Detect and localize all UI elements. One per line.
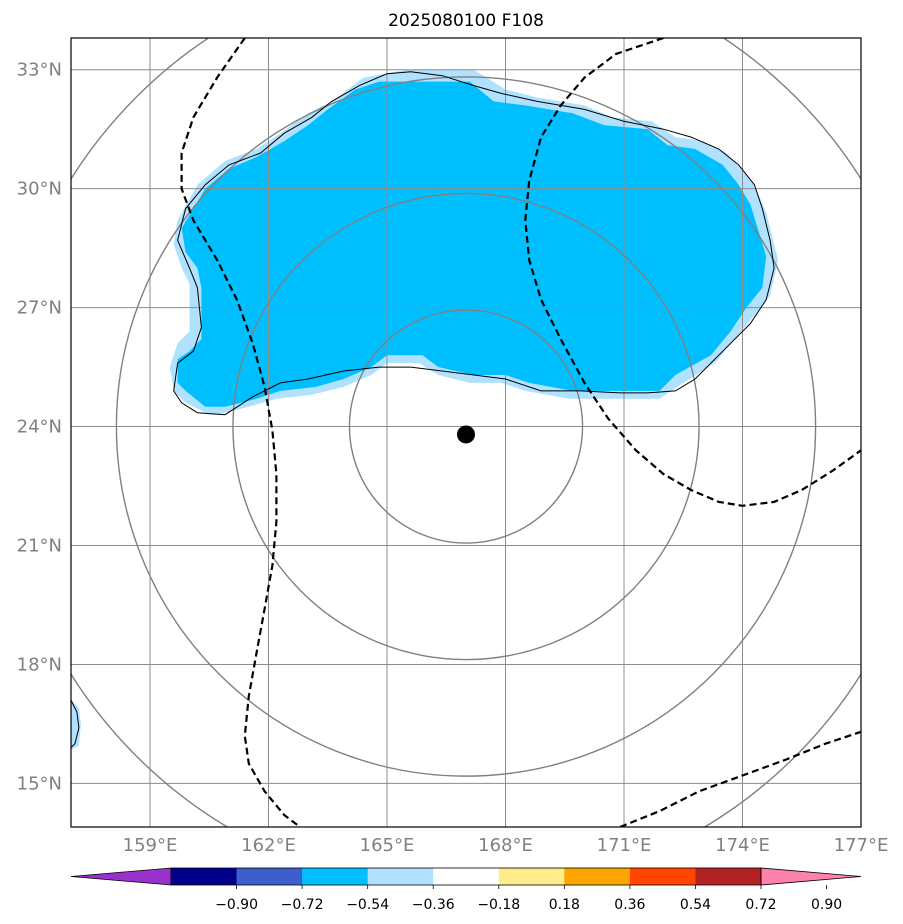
range-ring xyxy=(348,309,584,544)
colorbar-tick-label: 0.36 xyxy=(614,897,645,913)
colorbar-segment xyxy=(564,868,631,885)
colorbar-tick-label: 0.18 xyxy=(549,897,580,913)
solid-contour xyxy=(173,71,775,416)
colorbar-segment xyxy=(367,868,434,885)
lat-tick-label: 21°N xyxy=(17,535,62,556)
lon-tick-label: 171°E xyxy=(597,835,652,856)
marker-layer xyxy=(457,425,475,444)
range-ring xyxy=(232,192,700,661)
colorbar-tick-label: 0.54 xyxy=(680,897,711,913)
lat-tick-label: 15°N xyxy=(17,773,62,794)
colorbar-tick-label: −0.72 xyxy=(281,897,324,913)
range-ring-layer xyxy=(71,38,861,827)
colorbar-segment xyxy=(433,868,500,885)
lon-tick-label: 174°E xyxy=(715,835,770,856)
colorbar-tick-label: −0.54 xyxy=(346,897,389,913)
contour-layer xyxy=(71,38,861,827)
lat-tick-label: 24°N xyxy=(17,417,62,438)
colorbar-extend-high xyxy=(760,867,862,886)
lat-tick-label: 18°N xyxy=(17,654,62,675)
range-ring xyxy=(115,76,817,777)
shaded-region xyxy=(177,81,767,407)
colorbar-segment xyxy=(302,868,369,885)
colorbar-segment xyxy=(236,868,303,885)
lon-tick-label: 168°E xyxy=(478,835,533,856)
lat-tick-labels: 15°N 18°N 21°N 24°N 27°N 30°N 33°N xyxy=(17,60,62,795)
dashed-contour xyxy=(180,38,301,827)
lat-tick-label: 27°N xyxy=(17,298,62,319)
colorbar-tick-label: −0.36 xyxy=(412,897,455,913)
lat-tick-label: 33°N xyxy=(17,60,62,81)
map-frame xyxy=(70,37,862,828)
colorbar-segment xyxy=(629,868,696,885)
lat-tick-label: 30°N xyxy=(17,179,62,200)
colorbar-extend-low xyxy=(70,867,172,886)
lon-tick-label: 162°E xyxy=(241,835,296,856)
colorbar-segment xyxy=(498,868,565,885)
lon-tick-label: 159°E xyxy=(123,835,178,856)
colorbar-tick-label: 0.90 xyxy=(811,897,842,913)
shaded-region xyxy=(71,700,81,750)
dashed-contour xyxy=(619,730,861,827)
colorbar-segment xyxy=(695,868,762,885)
colorbar-outline xyxy=(170,867,762,886)
dashed-contour xyxy=(524,38,861,507)
colorbar-tick-label: −0.18 xyxy=(477,897,520,913)
center-marker xyxy=(457,425,475,444)
shaded-field-layer xyxy=(71,69,779,750)
lon-tick-labels: 159°E 162°E 165°E 168°E 171°E 174°E 177°E xyxy=(123,835,889,856)
colorbar-segment xyxy=(171,868,238,885)
colorbar-tick-label: −0.90 xyxy=(215,897,258,913)
colorbar-tick-label: 0.72 xyxy=(745,897,776,913)
colorbar: −0.90 −0.72 −0.54 −0.36 −0.18 0.18 0.36 0.54 0.7… xyxy=(70,867,862,913)
chart-title: 2025080100 F108 xyxy=(388,11,544,31)
solid-contour xyxy=(71,699,80,749)
lon-tick-label: 177°E xyxy=(834,835,889,856)
lon-tick-label: 165°E xyxy=(360,835,415,856)
map-area xyxy=(71,38,861,827)
